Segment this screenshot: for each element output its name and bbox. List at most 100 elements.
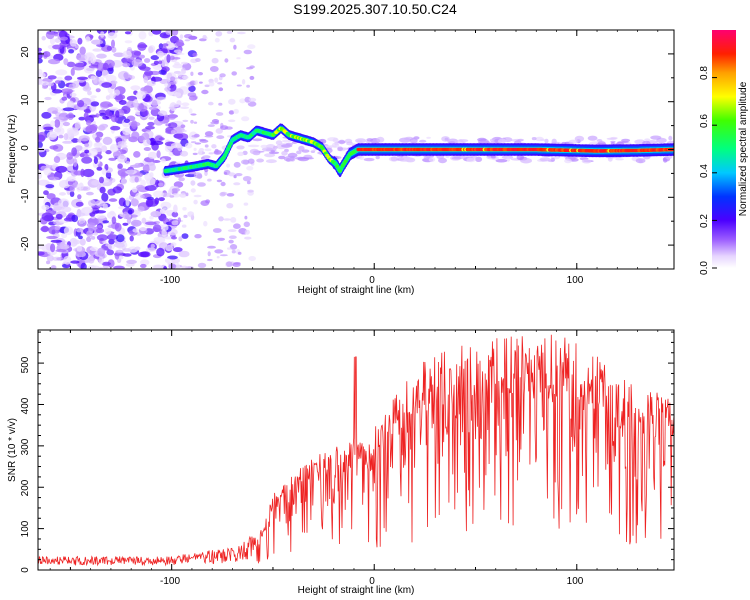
noise-blob bbox=[223, 218, 231, 221]
noise-blob bbox=[79, 46, 86, 56]
noise-blob bbox=[174, 92, 182, 97]
noise-blob bbox=[52, 256, 62, 261]
noise-blob bbox=[237, 151, 244, 157]
noise-blob bbox=[564, 158, 572, 164]
noise-blob bbox=[246, 180, 251, 185]
noise-blob bbox=[403, 157, 414, 163]
noise-blob bbox=[97, 247, 106, 257]
noise-blob bbox=[214, 37, 220, 43]
noise-blob bbox=[275, 140, 283, 146]
colorbar-tick: 0.8 bbox=[699, 66, 710, 80]
noise-blob bbox=[62, 140, 73, 144]
noise-blob bbox=[192, 52, 198, 57]
noise-blob bbox=[232, 262, 241, 267]
ridge-core bbox=[224, 150, 229, 154]
noise-blob bbox=[47, 75, 57, 80]
noise-blob bbox=[74, 62, 86, 68]
noise-blob bbox=[74, 45, 79, 49]
noise-blob bbox=[204, 144, 209, 148]
noise-blob bbox=[234, 173, 243, 177]
noise-blob bbox=[39, 81, 50, 86]
noise-blob bbox=[218, 87, 224, 92]
noise-blob bbox=[233, 223, 241, 229]
noise-blob bbox=[165, 245, 173, 252]
noise-blob bbox=[247, 189, 254, 193]
noise-blob bbox=[148, 163, 156, 171]
noise-blob bbox=[143, 147, 152, 151]
noise-blob bbox=[233, 161, 241, 168]
noise-blob bbox=[199, 81, 203, 84]
noise-blob bbox=[202, 155, 211, 159]
noise-blob bbox=[151, 99, 158, 108]
noise-blob bbox=[208, 152, 214, 155]
noise-blob bbox=[55, 249, 67, 253]
noise-blob bbox=[152, 160, 161, 163]
noise-blob bbox=[193, 194, 202, 198]
noise-blob bbox=[390, 156, 399, 162]
noise-blob bbox=[246, 166, 254, 171]
noise-blob bbox=[84, 53, 93, 61]
noise-blob bbox=[61, 232, 68, 239]
noise-blob bbox=[146, 80, 156, 87]
noise-blob bbox=[208, 81, 215, 87]
noise-blob bbox=[156, 96, 166, 101]
noise-blob bbox=[46, 193, 56, 200]
noise-blob bbox=[122, 62, 131, 68]
noise-blob bbox=[226, 193, 235, 197]
noise-blob bbox=[173, 129, 184, 134]
noise-blob bbox=[107, 32, 118, 39]
noise-blob bbox=[58, 198, 70, 208]
top-y-tick: 0 bbox=[20, 145, 31, 151]
noise-blob bbox=[74, 121, 81, 130]
noise-blob bbox=[101, 69, 109, 78]
noise-blob bbox=[185, 142, 193, 149]
noise-blob bbox=[113, 242, 125, 248]
noise-blob bbox=[115, 110, 120, 118]
noise-blob bbox=[80, 168, 85, 178]
noise-blob bbox=[195, 58, 201, 62]
noise-blob bbox=[95, 131, 104, 138]
noise-blob bbox=[168, 115, 176, 120]
noise-blob bbox=[75, 201, 84, 207]
noise-blob bbox=[72, 239, 81, 245]
noise-blob bbox=[54, 127, 62, 133]
noise-blob bbox=[171, 220, 179, 226]
colorbar-tick: 0.2 bbox=[699, 214, 710, 228]
noise-blob bbox=[38, 68, 43, 75]
noise-blob bbox=[193, 147, 197, 152]
noise-blob bbox=[229, 37, 236, 43]
noise-blob bbox=[49, 37, 56, 45]
noise-blob bbox=[168, 263, 177, 269]
bottom-x-tick: 0 bbox=[369, 576, 375, 587]
noise-blob bbox=[169, 195, 175, 198]
noise-blob bbox=[88, 199, 96, 207]
noise-blob bbox=[520, 157, 532, 164]
noise-blob bbox=[243, 49, 252, 55]
noise-blob bbox=[74, 145, 83, 152]
noise-blob bbox=[61, 96, 68, 101]
noise-blob bbox=[345, 142, 357, 146]
ridge-core bbox=[227, 144, 232, 148]
noise-blob bbox=[212, 228, 222, 233]
noise-blob bbox=[355, 138, 367, 144]
noise-blob bbox=[150, 55, 159, 61]
noise-blob bbox=[107, 259, 115, 268]
noise-blob bbox=[125, 169, 137, 175]
noise-blob bbox=[158, 52, 168, 56]
noise-blob bbox=[150, 243, 155, 249]
noise-blob bbox=[193, 172, 203, 179]
noise-blob bbox=[95, 228, 105, 234]
noise-blob bbox=[150, 76, 163, 82]
noise-blob bbox=[310, 150, 316, 154]
colorbar-label: Normalized spectral amplitude bbox=[738, 81, 749, 216]
noise-blob bbox=[142, 164, 150, 173]
noise-blob bbox=[180, 70, 187, 75]
noise-blob bbox=[71, 214, 79, 223]
bottom-y-tick: 500 bbox=[20, 356, 31, 373]
noise-blob bbox=[46, 131, 58, 141]
noise-blob bbox=[174, 61, 180, 66]
noise-blob bbox=[163, 266, 168, 269]
noise-blob bbox=[359, 155, 364, 161]
bottom-y-tick: 0 bbox=[20, 567, 31, 573]
noise-blob bbox=[140, 251, 151, 258]
